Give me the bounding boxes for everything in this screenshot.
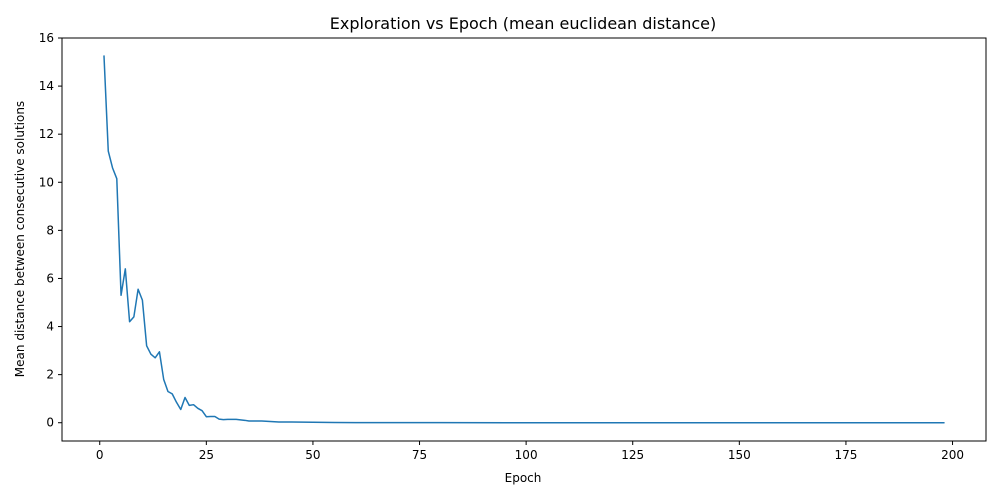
y-tick-label: 6 <box>46 271 54 285</box>
y-tick-label: 10 <box>39 175 54 189</box>
y-axis-label: Mean distance between consecutive soluti… <box>13 101 27 377</box>
x-tick-label: 100 <box>515 448 538 462</box>
x-tick-label: 200 <box>941 448 964 462</box>
x-tick-label: 125 <box>621 448 644 462</box>
plot-area <box>103 55 945 424</box>
chart-title: Exploration vs Epoch (mean euclidean dis… <box>330 14 717 33</box>
y-tick-label: 8 <box>46 223 54 237</box>
y-tick-label: 16 <box>39 31 54 45</box>
x-tick-label: 25 <box>199 448 214 462</box>
y-tick-label: 4 <box>46 320 54 334</box>
x-tick-label: 150 <box>728 448 751 462</box>
plot-frame <box>61 37 987 442</box>
series-line <box>103 55 945 424</box>
x-tick-label: 50 <box>305 448 320 462</box>
y-tick-label: 14 <box>39 79 54 93</box>
y-tick-label: 2 <box>46 368 54 382</box>
x-tick-label: 0 <box>96 448 104 462</box>
x-tick-label: 75 <box>412 448 427 462</box>
x-tick-label: 175 <box>834 448 857 462</box>
y-tick-label: 12 <box>39 127 54 141</box>
x-axis-label: Epoch <box>505 471 542 485</box>
y-tick-label: 0 <box>46 416 54 430</box>
